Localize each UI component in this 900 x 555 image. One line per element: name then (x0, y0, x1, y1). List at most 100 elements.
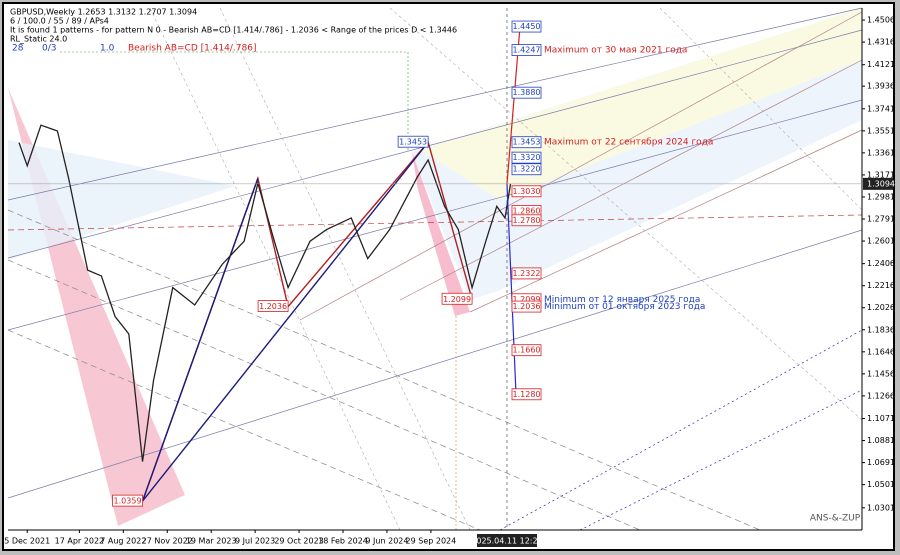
dashed-line (7, 329, 481, 531)
x-tick-label: 19 Mar 2023 (186, 537, 237, 546)
dashed-line (7, 259, 641, 531)
y-tick-label: 1.1071 (867, 414, 895, 423)
header-line: 6 / 100.0 / 55 / 89 / APs4 (10, 17, 109, 26)
status-item: Bearish AB=CD [1.414/.786] (128, 44, 257, 54)
pattern-label-box (257, 300, 289, 312)
level-label: 1.3880 (513, 88, 541, 97)
pattern-label: 1.0359 (114, 497, 142, 506)
y-tick-label: 1.3361 (867, 148, 895, 157)
channel-line (299, 11, 863, 321)
pattern-leg (142, 141, 429, 502)
y-tick-label: 1.0691 (867, 458, 895, 467)
y-tick-label: 1.1836 (867, 325, 895, 334)
level-label: 1.2036 (513, 302, 541, 311)
level-label: 1.3320 (513, 153, 541, 162)
cursor-label: 2025.04.11 12:24 (471, 537, 542, 546)
dashed-line (7, 214, 863, 231)
header-line: RL_Static 24.0 (10, 35, 67, 44)
level-label: 1.3453 (513, 138, 541, 147)
status-item: 28 (12, 44, 24, 54)
level-box (511, 44, 542, 57)
level-box (511, 185, 542, 198)
level-box (511, 163, 542, 176)
y-tick-label: 1.3741 (867, 104, 895, 113)
y-tick-label: 1.4316 (867, 38, 895, 47)
x-tick-label: 27 Nov 2022 (142, 537, 193, 546)
level-label: 1.2099 (513, 295, 541, 304)
x-tick-label: 29 Sep 2024 (406, 537, 457, 546)
dashed-line (499, 329, 863, 531)
status-item: 1.0 (100, 44, 115, 54)
level-box (511, 267, 542, 280)
level-note: Maximum от 30 мая 2021 года (544, 46, 687, 56)
channel-line (7, 99, 863, 331)
x-tick-label: 17 Apr 2022 (55, 537, 104, 546)
green-box (60, 51, 409, 150)
level-note: Minimum от 12 января 2025 года (544, 295, 700, 305)
x-tick-label: 9 Jun 2024 (365, 537, 408, 546)
fib-line (389, 7, 863, 421)
level-box (511, 214, 542, 227)
pattern-label: 1.2036 (259, 302, 287, 311)
level-box (511, 300, 542, 313)
y-tick-label: 1.2601 (867, 237, 895, 246)
pattern-label-box (112, 494, 143, 507)
channel-line (7, 229, 863, 499)
level-box (511, 136, 542, 149)
y-tick-label: 1.3551 (867, 126, 895, 135)
header-line: GBPUSD,Weekly 1.2653 1.3132 1.2707 1.309… (10, 8, 197, 17)
y-tick-label: 1.1266 (867, 391, 895, 400)
y-tick-label: 1.0301 (867, 503, 895, 512)
y-tick-label: 1.0881 (867, 436, 895, 445)
cursor-box (476, 534, 537, 547)
price-line (18, 124, 512, 462)
y-tick-label: 1.2791 (867, 215, 895, 224)
channel-line (7, 7, 863, 201)
level-box (511, 151, 542, 164)
level-box (511, 86, 542, 99)
level-box (511, 388, 542, 401)
y-tick-label: 1.3171 (867, 170, 895, 179)
level-note: Minimum от 01 октября 2023 года (544, 302, 705, 312)
y-tick-label: 1.4121 (867, 60, 895, 69)
y-tick-label: 1.2406 (867, 259, 895, 268)
pattern-label-box (441, 292, 473, 305)
level-box (511, 344, 542, 357)
y-tick-label: 1.1456 (867, 369, 895, 378)
level-label: 1.1280 (513, 390, 541, 399)
channel-zone (8, 140, 235, 260)
pattern-label-box (397, 135, 429, 148)
x-tick-label: 5 Dec 2021 (4, 537, 50, 546)
level-label: 1.2860 (513, 207, 541, 216)
level-label: 1.3220 (513, 165, 541, 174)
header-line: It is found 1 patterns - for pattern N 0… (10, 26, 457, 35)
last-price-box (863, 177, 893, 190)
y-tick-label: 1.1646 (867, 347, 895, 356)
last-price-label: 1.3094 (867, 179, 895, 188)
pink-zone (412, 152, 470, 316)
y-tick-label: 1.0501 (867, 480, 895, 489)
dashed-line (7, 209, 761, 531)
fib-line (149, 7, 401, 531)
channel-line (469, 129, 863, 313)
level-label: 1.2780 (513, 216, 541, 225)
x-tick-label: 29 Oct 2023 (274, 537, 323, 546)
level-label: 1.1660 (513, 346, 541, 355)
y-tick-label: 1.2981 (867, 192, 895, 201)
x-tick-label: 7 Aug 2022 (100, 537, 146, 546)
x-tick-label: 9 Jul 2023 (235, 537, 275, 546)
status-item: 0/3 (42, 44, 56, 54)
y-tick-label: 1.3936 (867, 82, 895, 91)
level-label: 1.2322 (513, 269, 541, 278)
level-label: 1.4450 (513, 22, 541, 31)
pattern-label: 1.3453 (399, 138, 427, 147)
level-label: 1.4247 (513, 46, 541, 55)
x-tick-label: 18 Feb 2024 (318, 537, 368, 546)
header: GBPUSD,Weekly 1.2653 1.3132 1.2707 1.309… (10, 8, 457, 54)
forecast-leg (506, 183, 517, 395)
y-tick-label: 1.4506 (867, 16, 895, 25)
y-tick-label: 1.2216 (867, 281, 895, 290)
level-note: Maximum от 22 сентября 2024 года (544, 138, 713, 148)
